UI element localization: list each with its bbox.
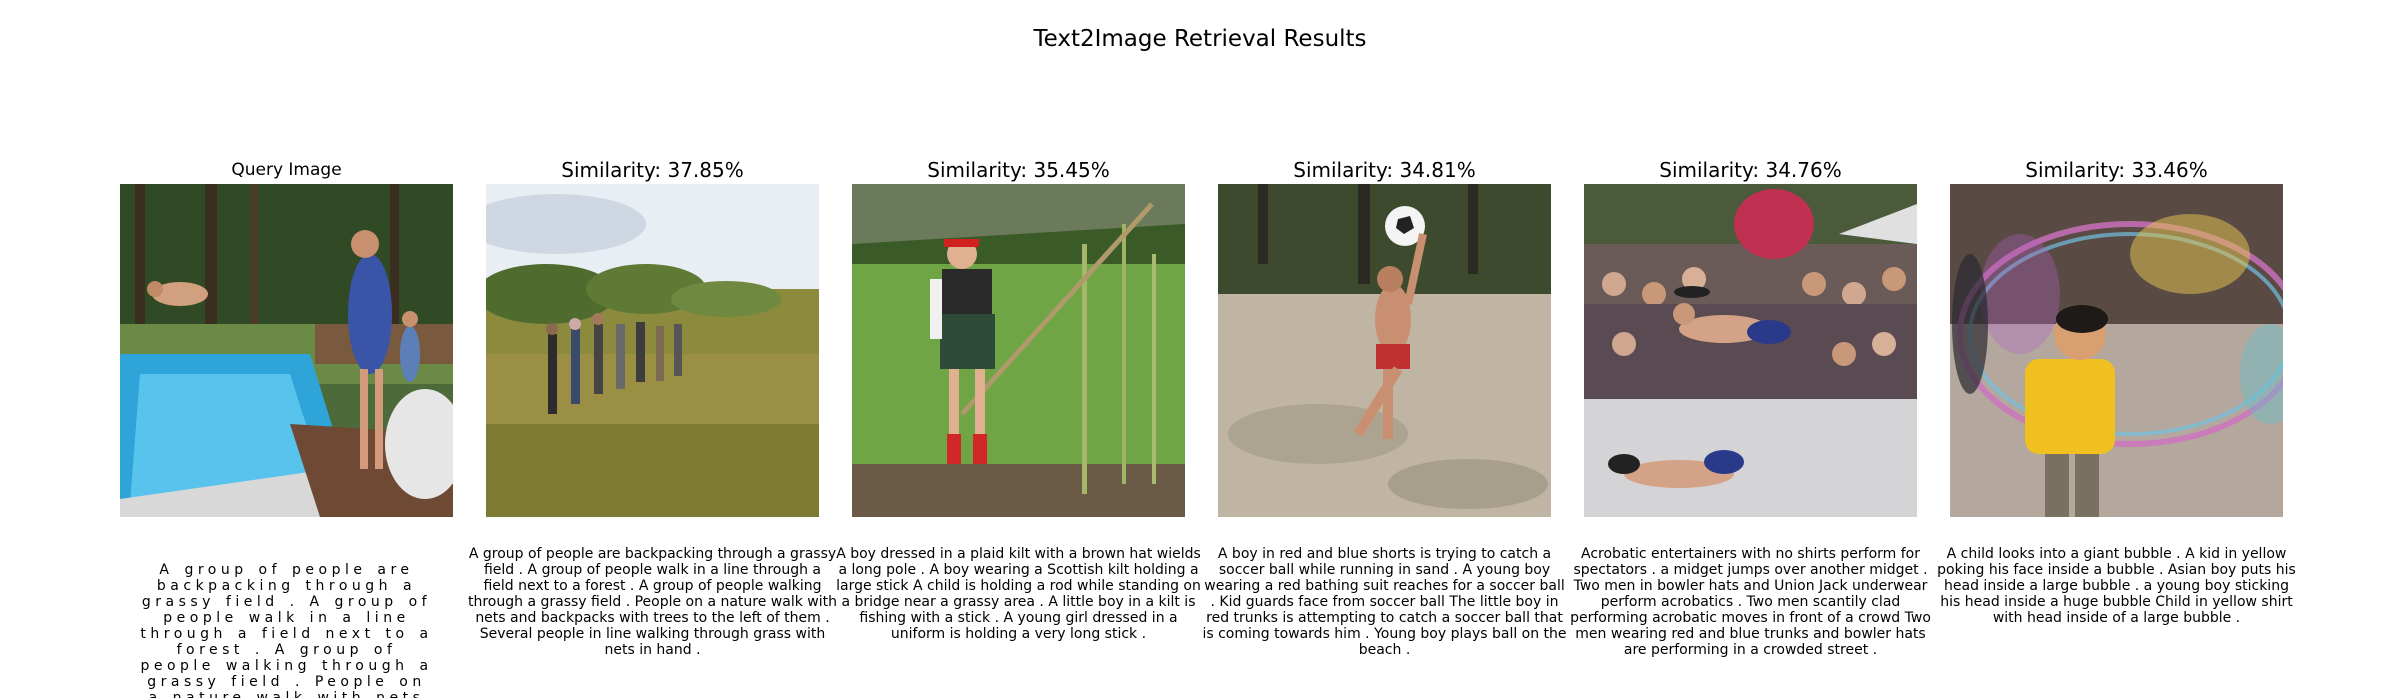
similarity-title: Similarity: 37.85%	[561, 158, 744, 182]
result-image-4	[1584, 184, 1917, 517]
similarity-title: Similarity: 35.45%	[927, 158, 1110, 182]
result-caption-2: A boy dressed in a plaid kilt with a bro…	[836, 546, 1201, 642]
acrobats-image	[1584, 184, 1917, 517]
kilt-boy-image	[852, 184, 1185, 517]
soccer-boy-image	[1218, 184, 1551, 517]
similarity-title: Similarity: 33.46%	[2025, 158, 2208, 182]
hikers-field-image	[486, 184, 819, 517]
similarity-title: Similarity: 34.81%	[1293, 158, 1476, 182]
query-caption: A group of people are backpacking throug…	[140, 562, 433, 698]
result-caption-1: A group of people are backpacking throug…	[468, 546, 837, 658]
query-image	[120, 184, 453, 517]
pool-scene-image	[120, 184, 453, 517]
result-caption-4: Acrobatic entertainers with no shirts pe…	[1570, 546, 1931, 658]
query-image-title: Query Image	[231, 160, 342, 180]
result-image-3	[1218, 184, 1551, 517]
result-image-2	[852, 184, 1185, 517]
result-image-5	[1950, 184, 2283, 517]
bubble-boy-image	[1950, 184, 2283, 517]
similarity-title: Similarity: 34.76%	[1659, 158, 1842, 182]
result-image-1	[486, 184, 819, 517]
figure-title: Text2Image Retrieval Results	[1033, 26, 1367, 52]
result-caption-5: A child looks into a giant bubble . A ki…	[1937, 546, 2296, 626]
result-caption-3: A boy in red and blue shorts is trying t…	[1202, 546, 1567, 658]
